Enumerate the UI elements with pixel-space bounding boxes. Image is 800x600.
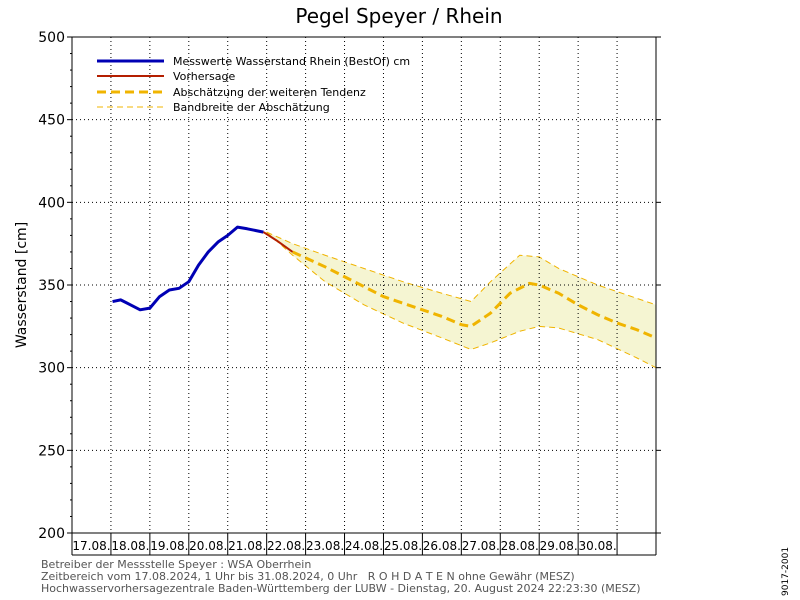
x-tick-label: 23.08. [306, 539, 344, 553]
x-tick-label: 28.08. [501, 539, 539, 553]
series-line [112, 225, 264, 312]
x-tick-label: 20.08. [189, 539, 227, 553]
y-axis-label: Wasserstand [cm] [14, 222, 30, 348]
band-layer [266, 231, 657, 369]
band-area [266, 232, 656, 368]
band-lower-line [266, 231, 657, 369]
legend: Messwerte Wasserstand Rhein (BestOf) cm V… [97, 55, 410, 114]
legend-label: Abschätzung der weiteren Tendenz [173, 86, 366, 99]
chart-title: Pegel Speyer / Rhein [295, 4, 502, 28]
y-tick-label: 300 [38, 361, 65, 377]
y-tick-label: 250 [38, 443, 65, 459]
legend-label: Vorhersage [173, 70, 235, 83]
grid-layer [72, 37, 656, 533]
chart-code: 9017-2001 [781, 546, 791, 596]
x-tick-label: 19.08. [150, 539, 188, 553]
x-tick-label: 29.08. [540, 539, 578, 553]
legend-label: Messwerte Wasserstand Rhein (BestOf) cm [173, 55, 410, 68]
y-tick-label: 400 [38, 195, 65, 211]
x-tick-label: 24.08. [345, 539, 383, 553]
x-tick-label: 18.08. [111, 539, 149, 553]
footer-issuer: Hochwasservorhersagezentrale Baden-Württ… [41, 582, 641, 595]
y-tick-label: 350 [38, 278, 65, 294]
x-tick-label: 27.08. [462, 539, 500, 553]
x-tick-label: 26.08. [423, 539, 461, 553]
footer-time-range: Zeitbereich vom 17.08.2024, 1 Uhr bis 31… [41, 570, 575, 583]
x-tick-label: 21.08. [228, 539, 266, 553]
y-tick-label: 450 [38, 113, 65, 129]
x-tick-label: 22.08. [267, 539, 305, 553]
band-upper-line [266, 231, 657, 306]
y-tick-label: 500 [38, 30, 65, 46]
x-tick-label: 25.08. [384, 539, 422, 553]
series-line [291, 250, 657, 340]
x-tick-label: 30.08. [579, 539, 617, 553]
legend-label: Bandbreite der Abschätzung [173, 101, 330, 114]
series-layer [112, 225, 657, 340]
footer-operator: Betreiber der Messstelle Speyer : WSA Ob… [41, 558, 312, 571]
x-tick-label: 17.08. [72, 539, 110, 553]
y-tick-label: 200 [38, 526, 65, 542]
